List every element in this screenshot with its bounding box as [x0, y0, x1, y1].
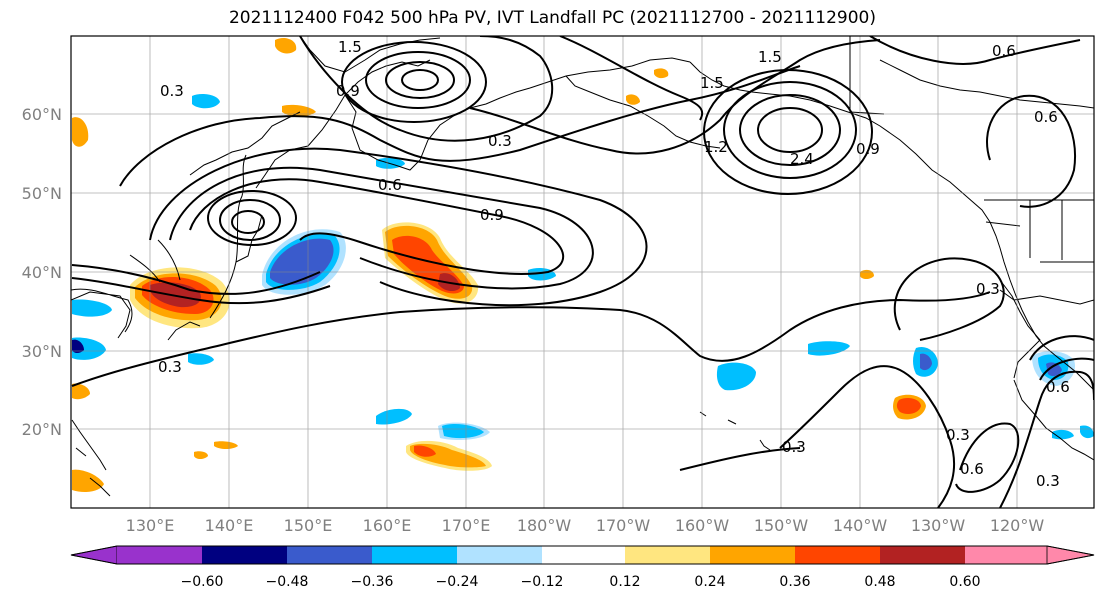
colorbar-tick-label: 0.60 — [949, 574, 980, 590]
contour-label: 0.6 — [992, 42, 1016, 60]
contour-label: 0.9 — [480, 206, 504, 224]
contour-label: 1.5 — [338, 38, 362, 56]
colorbar-right-extension — [1046, 545, 1095, 565]
contour-label: 0.6 — [378, 176, 402, 194]
lon-tick: 120°W — [990, 516, 1045, 535]
contour-label: 1.2 — [704, 138, 728, 156]
colorbar-segment — [625, 546, 710, 564]
latitude-ticks: 60°N 50°N 40°N 30°N 20°N — [22, 105, 62, 439]
lon-tick: 170°E — [442, 516, 491, 535]
lon-tick: 140°E — [205, 516, 254, 535]
colorbar-tick-label: 0.24 — [694, 574, 725, 590]
colorbar: −0.60 −0.48 −0.36 −0.24 −0.12 0.12 0.24 … — [70, 545, 1095, 590]
contour-label: 0.3 — [160, 82, 184, 100]
contour-label: 0.3 — [782, 438, 806, 456]
longitude-ticks: 130°E 140°E 150°E 160°E 170°E 180°W 170°… — [126, 516, 1045, 535]
lon-tick: 130°W — [911, 516, 966, 535]
lon-tick: 160°W — [675, 516, 730, 535]
colorbar-tick-label: 0.12 — [609, 574, 640, 590]
lon-tick: 150°W — [754, 516, 809, 535]
contour-label: 0.6 — [960, 460, 984, 478]
colorbar-segment — [710, 546, 795, 564]
contour-labels: 1.5 1.5 0.6 0.3 0.9 1.5 0.3 0.6 0.9 1.2 … — [158, 38, 1070, 490]
contour-label: 1.5 — [700, 74, 724, 92]
colorbar-segment — [795, 546, 880, 564]
contour-label: 0.6 — [1046, 378, 1070, 396]
colorbar-segment — [880, 546, 965, 564]
contour-label: 0.3 — [1036, 472, 1060, 490]
lon-tick: 140°W — [833, 516, 888, 535]
contour-label: 0.9 — [336, 82, 360, 100]
contour-label: 0.3 — [158, 358, 182, 376]
colorbar-tick-label: −0.12 — [521, 574, 564, 590]
colorbar-segment — [965, 546, 1047, 564]
colorbar-tick-label: 0.48 — [864, 574, 895, 590]
contour-label: 0.3 — [488, 132, 512, 150]
colorbar-segment — [457, 546, 542, 564]
map-title: 2021112400 F042 500 hPa PV, IVT Landfall… — [228, 8, 876, 28]
shading-layer — [72, 38, 1094, 492]
colorbar-tick-label: −0.48 — [266, 574, 309, 590]
colorbar-tick-label: −0.24 — [436, 574, 479, 590]
colorbar-segment — [117, 546, 202, 564]
colorbar-outline — [70, 545, 1095, 565]
lon-tick: 180°W — [517, 516, 572, 535]
contour-label: 0.3 — [946, 426, 970, 444]
map-plot-area: 1.5 1.5 0.6 0.3 0.9 1.5 0.3 0.6 0.9 1.2 … — [71, 36, 1094, 508]
lat-tick: 50°N — [22, 184, 62, 203]
lat-tick: 40°N — [22, 263, 62, 282]
lat-tick: 30°N — [22, 342, 62, 361]
colorbar-segment — [287, 546, 372, 564]
lon-tick: 130°E — [126, 516, 175, 535]
contour-label: 0.6 — [1034, 108, 1058, 126]
lon-tick: 170°W — [596, 516, 651, 535]
colorbar-left-extension — [70, 545, 118, 565]
contour-label: 0.3 — [976, 280, 1000, 298]
colorbar-segment — [202, 546, 287, 564]
lat-tick: 20°N — [22, 420, 62, 439]
graticule — [71, 36, 1094, 508]
pv-contours — [71, 36, 1094, 508]
map-frame — [70, 35, 1095, 509]
contour-label: 2.4 — [790, 150, 814, 168]
colorbar-tick-label: −0.36 — [351, 574, 394, 590]
contour-label: 0.9 — [856, 140, 880, 158]
colorbar-tick-label: −0.60 — [181, 574, 224, 590]
coastlines — [71, 36, 1094, 497]
lat-tick: 60°N — [22, 105, 62, 124]
colorbar-segment — [372, 546, 457, 564]
colorbar-segment — [542, 546, 625, 564]
lon-tick: 150°E — [284, 516, 333, 535]
colorbar-tick-label: 0.36 — [779, 574, 810, 590]
lon-tick: 160°E — [363, 516, 412, 535]
contour-label: 1.5 — [758, 48, 782, 66]
